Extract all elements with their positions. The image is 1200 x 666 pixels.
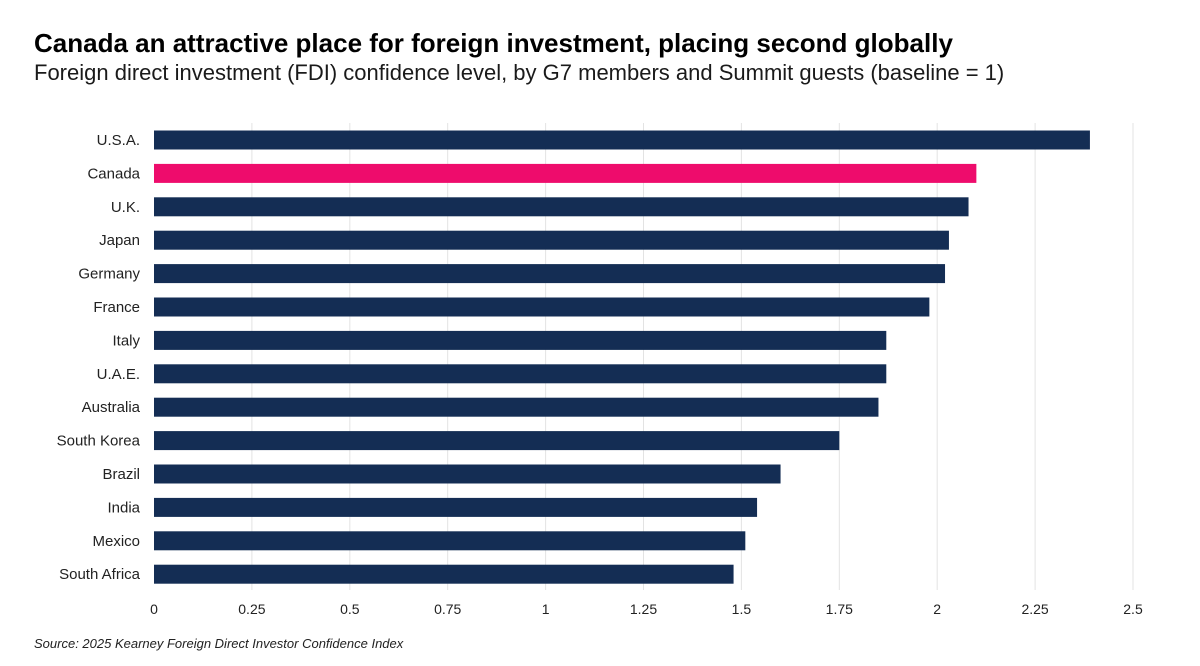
bar xyxy=(154,397,879,417)
bar xyxy=(154,497,758,517)
y-tick-label: India xyxy=(107,499,140,516)
x-tick-label: 2 xyxy=(933,601,941,617)
x-tick-label: 1.5 xyxy=(732,601,752,617)
bar xyxy=(154,163,977,183)
bar xyxy=(154,197,969,217)
bar xyxy=(154,531,746,551)
x-tick-label: 2.5 xyxy=(1123,601,1143,617)
source-note: Source: 2025 Kearney Foreign Direct Inve… xyxy=(34,636,404,651)
bar xyxy=(154,431,840,451)
y-tick-label: South Africa xyxy=(59,566,141,583)
bar xyxy=(154,297,930,317)
x-tick-label: 0.5 xyxy=(340,601,360,617)
y-tick-label: Italy xyxy=(112,332,140,349)
y-tick-label: Japan xyxy=(99,232,140,249)
y-tick-label: Australia xyxy=(82,399,141,416)
bar xyxy=(154,330,887,350)
x-tick-label: 0.75 xyxy=(434,601,461,617)
bar xyxy=(154,564,734,584)
y-tick-label: U.A.E. xyxy=(97,366,140,383)
x-tick-label: 0.25 xyxy=(238,601,265,617)
bar xyxy=(154,264,946,284)
bar xyxy=(154,130,1090,150)
y-tick-label: Brazil xyxy=(102,466,140,483)
bar xyxy=(154,230,949,250)
x-tick-label: 1.75 xyxy=(826,601,853,617)
y-tick-label: U.S.A. xyxy=(97,132,140,149)
y-tick-label: Mexico xyxy=(92,533,140,550)
y-tick-label: South Korea xyxy=(57,433,141,450)
chart-title: Canada an attractive place for foreign i… xyxy=(34,28,953,58)
y-tick-label: U.K. xyxy=(111,199,140,216)
bar xyxy=(154,364,887,384)
y-tick-label: France xyxy=(93,299,140,316)
x-tick-label: 1 xyxy=(542,601,550,617)
y-tick-label: Germany xyxy=(78,266,140,283)
bar xyxy=(154,464,781,484)
chart-subtitle: Foreign direct investment (FDI) confiden… xyxy=(34,60,1005,85)
x-tick-label: 2.25 xyxy=(1021,601,1048,617)
y-tick-label: Canada xyxy=(87,165,140,182)
x-tick-label: 0 xyxy=(150,601,158,617)
x-tick-label: 1.25 xyxy=(630,601,657,617)
